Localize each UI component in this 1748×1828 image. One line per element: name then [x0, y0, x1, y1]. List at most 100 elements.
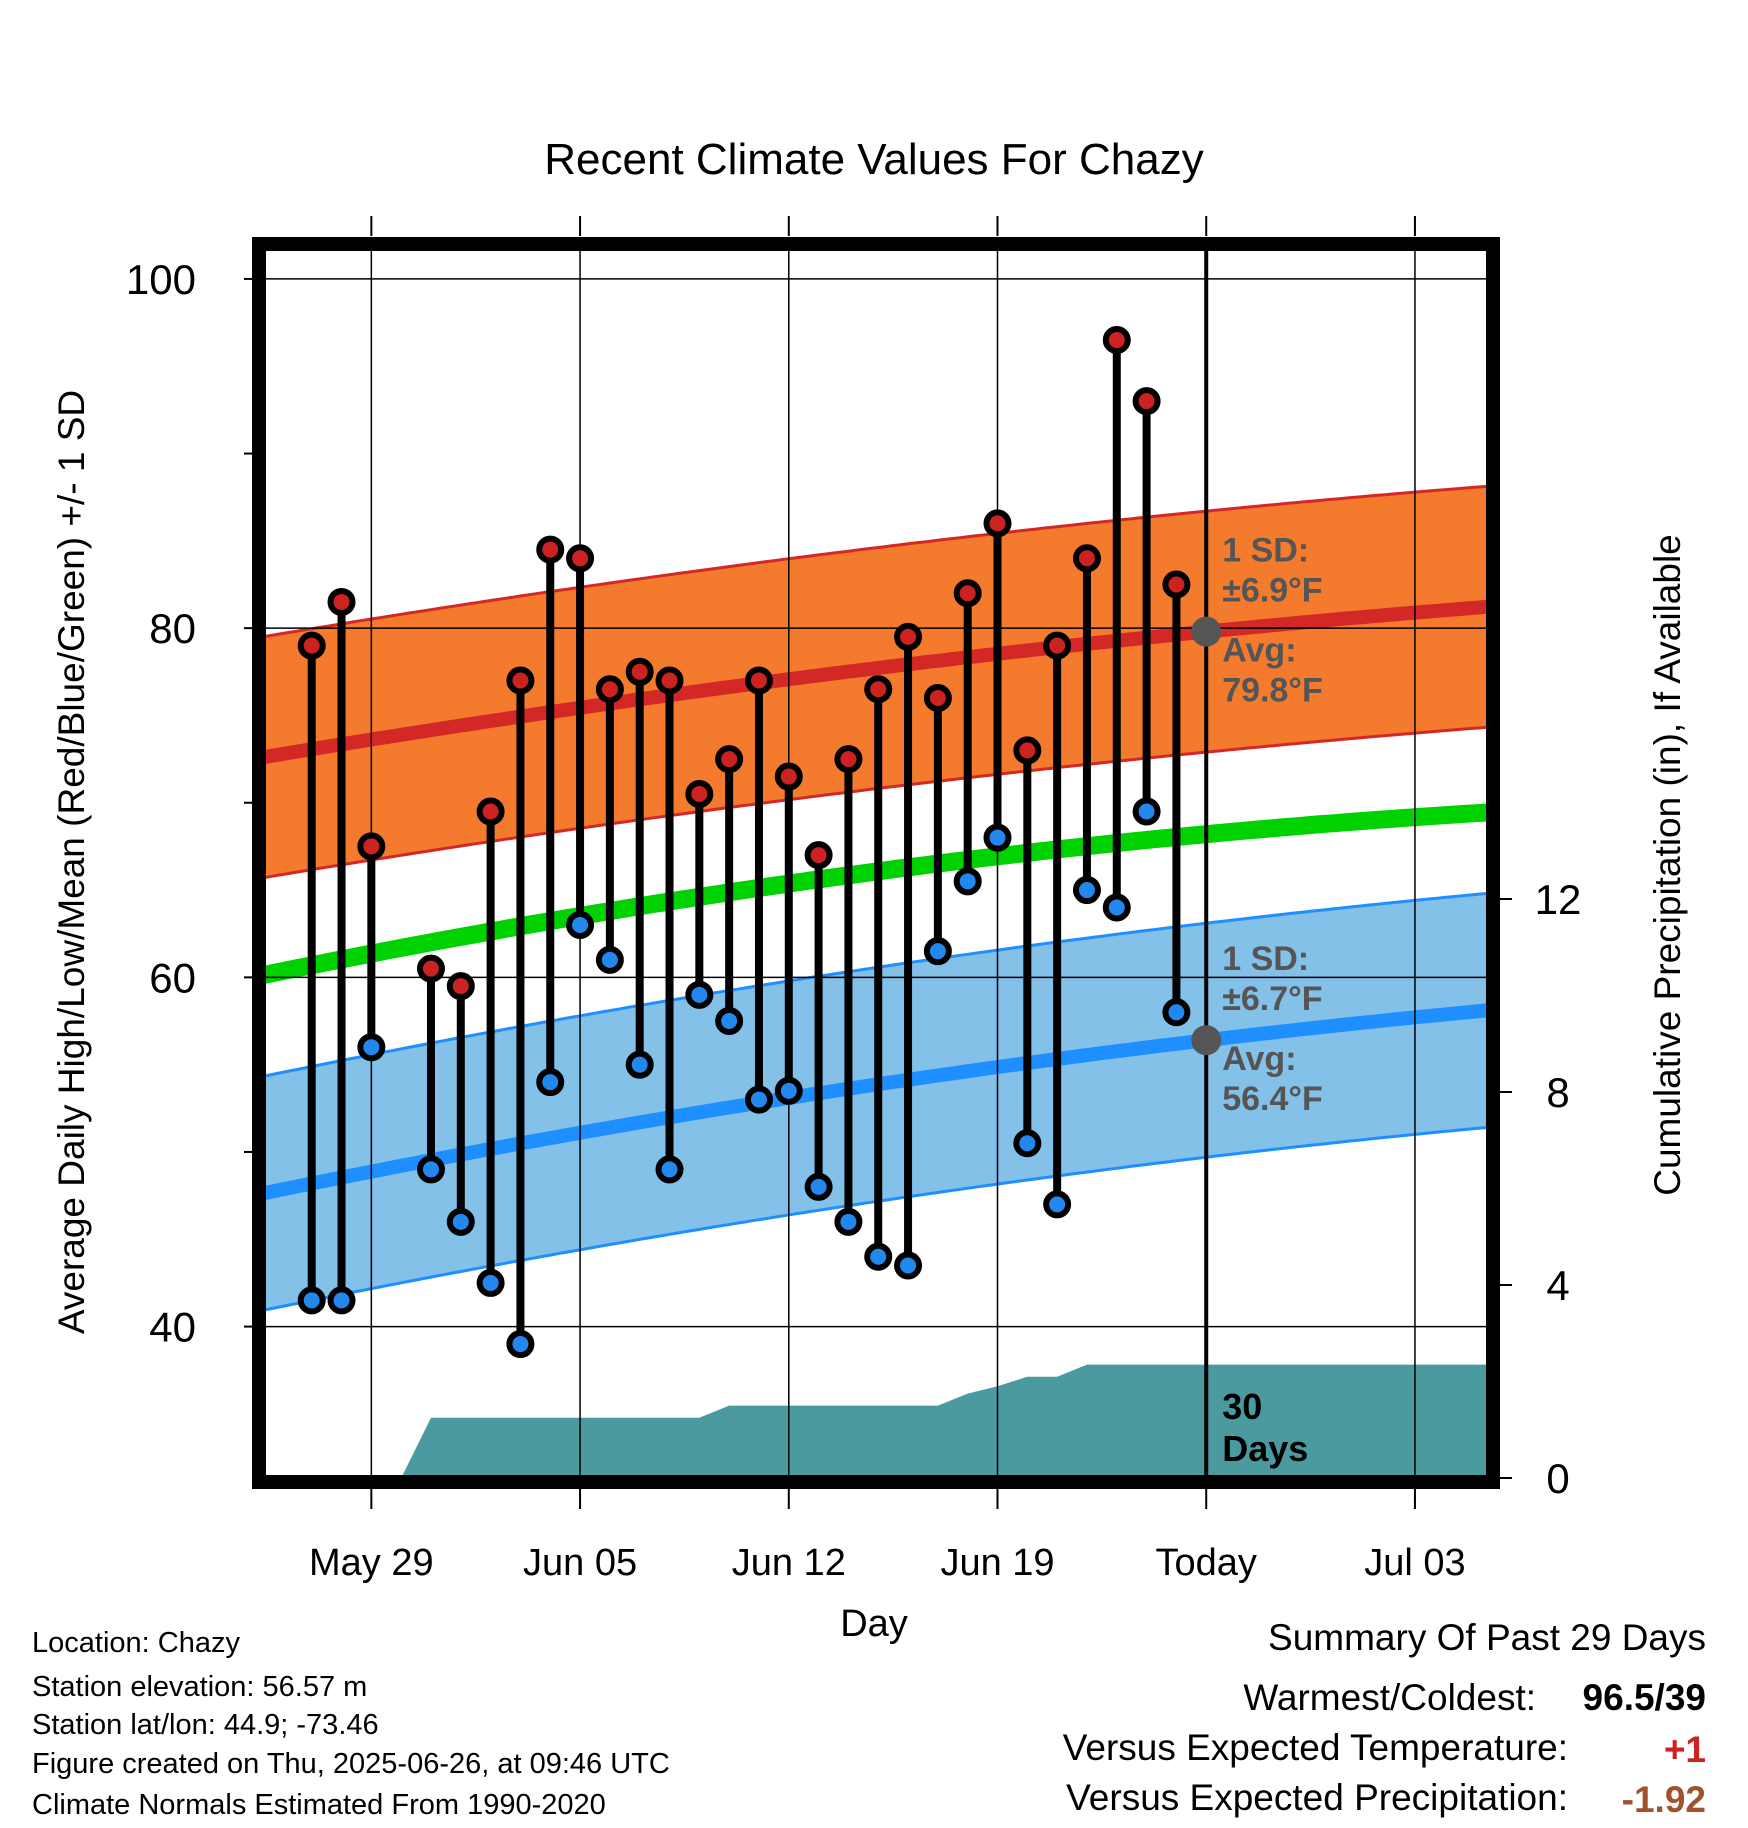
high-sd-label: 1 SD: — [1222, 532, 1309, 570]
x-tick-label: Jun 12 — [732, 1542, 846, 1584]
high-marker — [1162, 570, 1191, 599]
high-marker — [1102, 326, 1131, 355]
low-avg-value: 56.4°F — [1222, 1080, 1323, 1118]
high-marker — [625, 657, 654, 686]
high-marker — [685, 780, 714, 809]
low-marker — [953, 867, 982, 896]
high-marker — [1013, 736, 1042, 765]
low-marker — [595, 945, 624, 974]
low-marker — [894, 1251, 923, 1280]
low-marker — [715, 1007, 744, 1036]
days-label-top: 30 — [1222, 1386, 1262, 1427]
high-marker — [864, 675, 893, 704]
high-marker — [983, 509, 1012, 538]
footer-elevation: Station elevation: 56.57 m — [32, 1671, 368, 1703]
low-marker — [1043, 1190, 1072, 1219]
high-marker — [834, 745, 863, 774]
high-marker — [1072, 544, 1101, 573]
low-marker — [685, 980, 714, 1009]
y-right-tick-label: 0 — [1546, 1455, 1569, 1502]
summary-warmest-value: 96.5/39 — [1582, 1677, 1706, 1718]
high-marker — [655, 666, 684, 695]
low-marker — [476, 1268, 505, 1297]
low-marker — [297, 1286, 326, 1315]
high-marker — [566, 544, 595, 573]
today-low-avg-marker — [1191, 1025, 1222, 1056]
high-marker — [506, 666, 535, 695]
footer-location: Location: Chazy — [32, 1627, 240, 1659]
x-tick-label: Jun 05 — [523, 1542, 637, 1584]
low-marker — [566, 910, 595, 939]
low-sd-label: 1 SD: — [1222, 940, 1309, 978]
high-marker — [357, 832, 386, 861]
high-avg-value: 79.8°F — [1222, 672, 1323, 710]
low-marker — [1102, 893, 1131, 922]
high-marker — [476, 797, 505, 826]
high-marker — [894, 622, 923, 651]
low-marker — [357, 1033, 386, 1062]
axes: 40 60 80 100 0 4 8 12 May 29 Jun 05 Jun 12 Jun 19 To… — [126, 216, 1581, 1584]
footer-latlon: Station lat/lon: 44.9; -73.46 — [32, 1709, 379, 1741]
high-sd-value: ±6.9°F — [1222, 572, 1322, 610]
y-axis-label-left: Average Daily High/Low/Mean (Red/Blue/Gr… — [51, 390, 92, 1334]
low-marker — [625, 1050, 654, 1079]
summary-title: Summary Of Past 29 Days — [1268, 1617, 1706, 1658]
x-axis-label: Day — [840, 1603, 908, 1645]
high-marker — [446, 972, 475, 1001]
low-marker — [655, 1155, 684, 1184]
low-marker — [506, 1330, 535, 1359]
high-marker — [744, 666, 773, 695]
low-marker — [774, 1076, 803, 1105]
low-marker — [1013, 1129, 1042, 1158]
footer-created: Figure created on Thu, 2025-06-26, at 09… — [32, 1748, 670, 1780]
y-tick-label: 100 — [126, 256, 196, 303]
high-marker — [327, 587, 356, 616]
high-marker — [923, 683, 952, 712]
high-marker — [1132, 387, 1161, 416]
high-avg-label: Avg: — [1222, 632, 1296, 670]
plot-frame — [252, 237, 1500, 1489]
y-tick-label: 60 — [149, 954, 196, 1001]
low-marker — [327, 1286, 356, 1315]
low-marker — [923, 937, 952, 966]
observed-ranges — [297, 326, 1191, 1359]
low-marker — [446, 1207, 475, 1236]
y-tick-label: 40 — [149, 1304, 196, 1351]
low-sd-value: ±6.7°F — [1222, 980, 1322, 1018]
y-right-tick-label: 12 — [1535, 876, 1582, 923]
days-label-bottom: Days — [1222, 1428, 1308, 1469]
x-tick-label: Today — [1156, 1542, 1257, 1584]
high-sd-band-upper-edge — [264, 484, 1488, 639]
precip-area — [402, 1364, 1488, 1475]
low-marker — [416, 1155, 445, 1184]
high-marker — [774, 762, 803, 791]
high-marker — [297, 631, 326, 660]
low-marker — [864, 1242, 893, 1271]
y-right-tick-label: 8 — [1546, 1069, 1569, 1116]
summary-temp-label: Versus Expected Temperature: — [1062, 1727, 1568, 1768]
summary-precip-label: Versus Expected Precipitation: — [1066, 1777, 1568, 1818]
high-marker — [715, 745, 744, 774]
high-marker — [416, 954, 445, 983]
y-right-tick-label: 4 — [1546, 1262, 1569, 1309]
x-tick-label: Jul 03 — [1364, 1542, 1465, 1584]
summary-warmest-label: Warmest/Coldest: — [1243, 1677, 1536, 1718]
normal-high-line — [264, 599, 1488, 765]
high-marker — [804, 841, 833, 870]
low-marker — [536, 1068, 565, 1097]
high-marker — [595, 675, 624, 704]
low-marker — [1132, 797, 1161, 826]
x-tick-label: Jun 19 — [940, 1542, 1054, 1584]
high-marker — [536, 535, 565, 564]
y-tick-label: 80 — [149, 605, 196, 652]
low-marker — [804, 1172, 833, 1201]
chart-title: Recent Climate Values For Chazy — [544, 135, 1203, 184]
x-tick-label: May 29 — [309, 1542, 434, 1584]
high-marker — [953, 579, 982, 608]
y-axis-label-right: Cumulative Precipitation (in), If Availa… — [1647, 534, 1688, 1196]
low-marker — [1162, 998, 1191, 1027]
low-marker — [1072, 876, 1101, 905]
low-marker — [983, 823, 1012, 852]
